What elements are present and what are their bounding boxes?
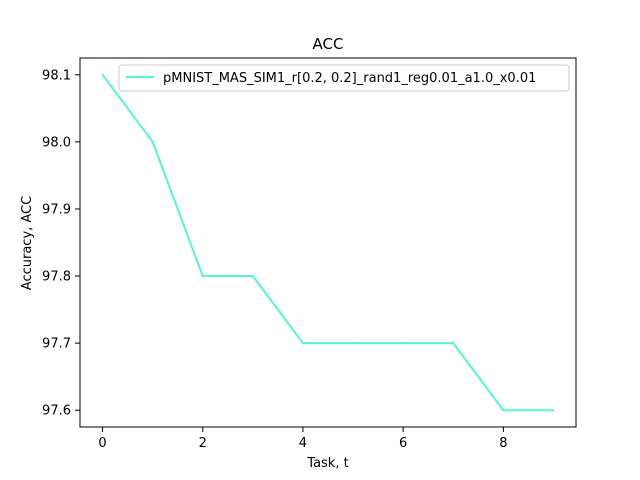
data-point xyxy=(552,409,555,412)
data-point xyxy=(201,275,204,278)
legend-label: pMNIST_MAS_SIM1_r[0.2, 0.2]_rand1_reg0.0… xyxy=(163,71,536,86)
series-layer xyxy=(101,73,555,412)
data-point xyxy=(151,140,154,143)
x-axis-label: Task, t xyxy=(306,456,348,471)
chart-title: ACC xyxy=(313,35,344,53)
x-axis-ticks: 0 2 4 6 8 xyxy=(98,427,507,451)
legend: pMNIST_MAS_SIM1_r[0.2, 0.2]_rand1_reg0.0… xyxy=(118,64,570,92)
y-tick-label: 98.1 xyxy=(42,68,71,83)
y-tick-label: 97.8 xyxy=(42,270,71,285)
y-tick-label: 98.0 xyxy=(42,135,71,150)
y-tick-label: 97.6 xyxy=(42,404,71,419)
data-point xyxy=(352,342,355,345)
legend-box xyxy=(118,64,570,92)
data-point xyxy=(101,73,104,76)
data-point xyxy=(402,342,405,345)
y-axis-ticks: 97.6 97.7 97.8 97.9 98.0 98.1 xyxy=(42,68,80,419)
plot-frame xyxy=(79,57,577,428)
data-point xyxy=(251,275,254,278)
data-point xyxy=(502,409,505,412)
series-line xyxy=(101,74,554,412)
x-tick-label: 6 xyxy=(399,436,407,451)
data-point xyxy=(452,342,455,345)
x-tick-label: 4 xyxy=(299,436,307,451)
x-tick-label: 8 xyxy=(499,436,507,451)
y-tick-label: 97.7 xyxy=(42,337,71,352)
x-tick-label: 2 xyxy=(199,436,207,451)
data-point xyxy=(301,342,304,345)
y-tick-label: 97.9 xyxy=(42,202,71,217)
y-axis-label: Accuracy, ACC xyxy=(20,196,35,290)
x-tick-label: 0 xyxy=(98,436,106,451)
